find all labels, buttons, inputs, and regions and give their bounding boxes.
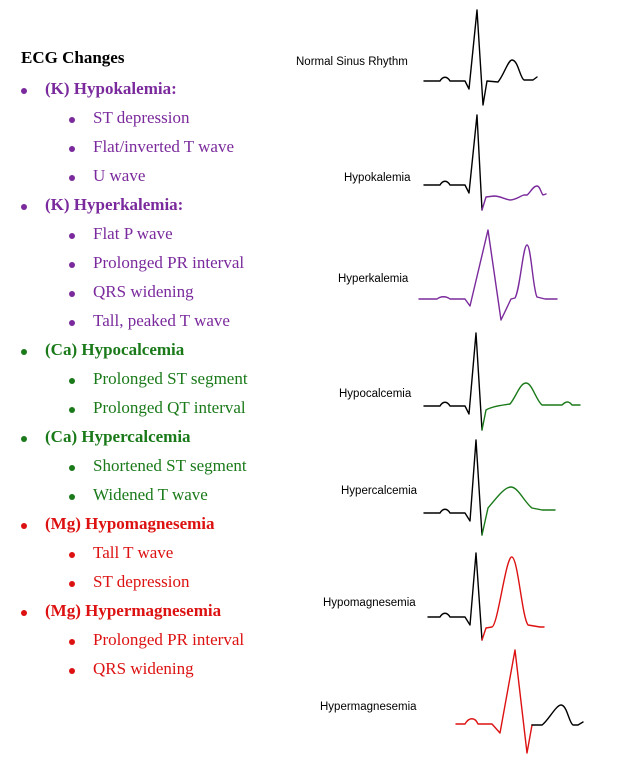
list-item-text: QRS widening <box>93 282 194 301</box>
list-item-text: ST depression <box>93 572 190 591</box>
ecg-label-hypocalcemia: Hypocalcemia <box>339 388 412 400</box>
bullet-icon <box>69 175 75 181</box>
list-item-text: ST depression <box>93 108 190 127</box>
section-heading-text: (K) Hypokalemia: <box>45 79 177 98</box>
ecg-trace-hypocalcemia <box>423 332 581 431</box>
bullet-icon <box>69 291 75 297</box>
ecg-label-hypermagnesemia: Hypermagnesemia <box>320 701 417 713</box>
page-title: ECG Changes <box>21 48 125 67</box>
list-item-text: Prolonged ST segment <box>93 369 248 388</box>
list-item-text: Prolonged PR interval <box>93 630 245 649</box>
ecg-trace-normal <box>423 9 538 106</box>
section-heading-text: (K) Hyperkalemia: <box>45 195 184 214</box>
ecg-trace-hypomagnesemia <box>427 552 545 641</box>
bullet-icon <box>21 88 27 94</box>
bullet-icon <box>21 204 27 210</box>
bullet-icon <box>69 494 75 500</box>
bullet-icon <box>69 552 75 558</box>
list-item-text: QRS widening <box>93 659 194 678</box>
ecg-trace-hypercalcemia <box>423 439 556 536</box>
bullet-icon <box>69 465 75 471</box>
section-heading-text: (Mg) Hypomagnesemia <box>45 514 215 533</box>
list-item-text: Tall, peaked T wave <box>93 311 230 330</box>
list-item-text: Prolonged QT interval <box>93 398 246 417</box>
ecg-label-hypomagnesemia: Hypomagnesemia <box>323 597 416 609</box>
bullet-icon <box>69 146 75 152</box>
bullet-icon <box>69 407 75 413</box>
ecg-changes-list: ECG Changes (K) Hypokalemia: ST depressio… <box>0 0 290 768</box>
list-item-text: Flat/inverted T wave <box>93 137 235 156</box>
bullet-icon <box>69 639 75 645</box>
ecg-label-hypercalcemia: Hypercalcemia <box>341 485 418 497</box>
ecg-trace-hypokalemia <box>423 114 547 211</box>
list-item-text: Shortened ST segment <box>93 456 247 475</box>
bullet-icon <box>21 349 27 355</box>
bullet-icon <box>21 436 27 442</box>
list-item-text: Prolonged PR interval <box>93 253 245 272</box>
bullet-icon <box>69 262 75 268</box>
bullet-icon <box>69 117 75 123</box>
bullet-icon <box>69 233 75 239</box>
list-item-text: Widened T wave <box>93 485 208 504</box>
bullet-icon <box>69 378 75 384</box>
list-item-text: U wave <box>93 166 146 185</box>
bullet-icon <box>69 668 75 674</box>
ecg-label-hyperkalemia: Hyperkalemia <box>338 273 409 285</box>
section-heading-text: (Ca) Hypocalcemia <box>45 340 185 359</box>
ecg-trace-hyperkalemia <box>418 229 558 321</box>
ecg-label-hypokalemia: Hypokalemia <box>344 172 411 184</box>
section-heading-text: (Ca) Hypercalcemia <box>45 427 191 446</box>
ecg-trace-hypermagnesemia <box>455 649 584 754</box>
bullet-icon <box>69 320 75 326</box>
bullet-icon <box>69 581 75 587</box>
ecg-label-normal: Normal Sinus Rhythm <box>296 56 408 68</box>
section-heading-text: (Mg) Hypermagnesemia <box>45 601 222 620</box>
bullet-icon <box>21 610 27 616</box>
list-item-text: Tall T wave <box>93 543 174 562</box>
list-item-text: Flat P wave <box>93 224 173 243</box>
bullet-icon <box>21 523 27 529</box>
